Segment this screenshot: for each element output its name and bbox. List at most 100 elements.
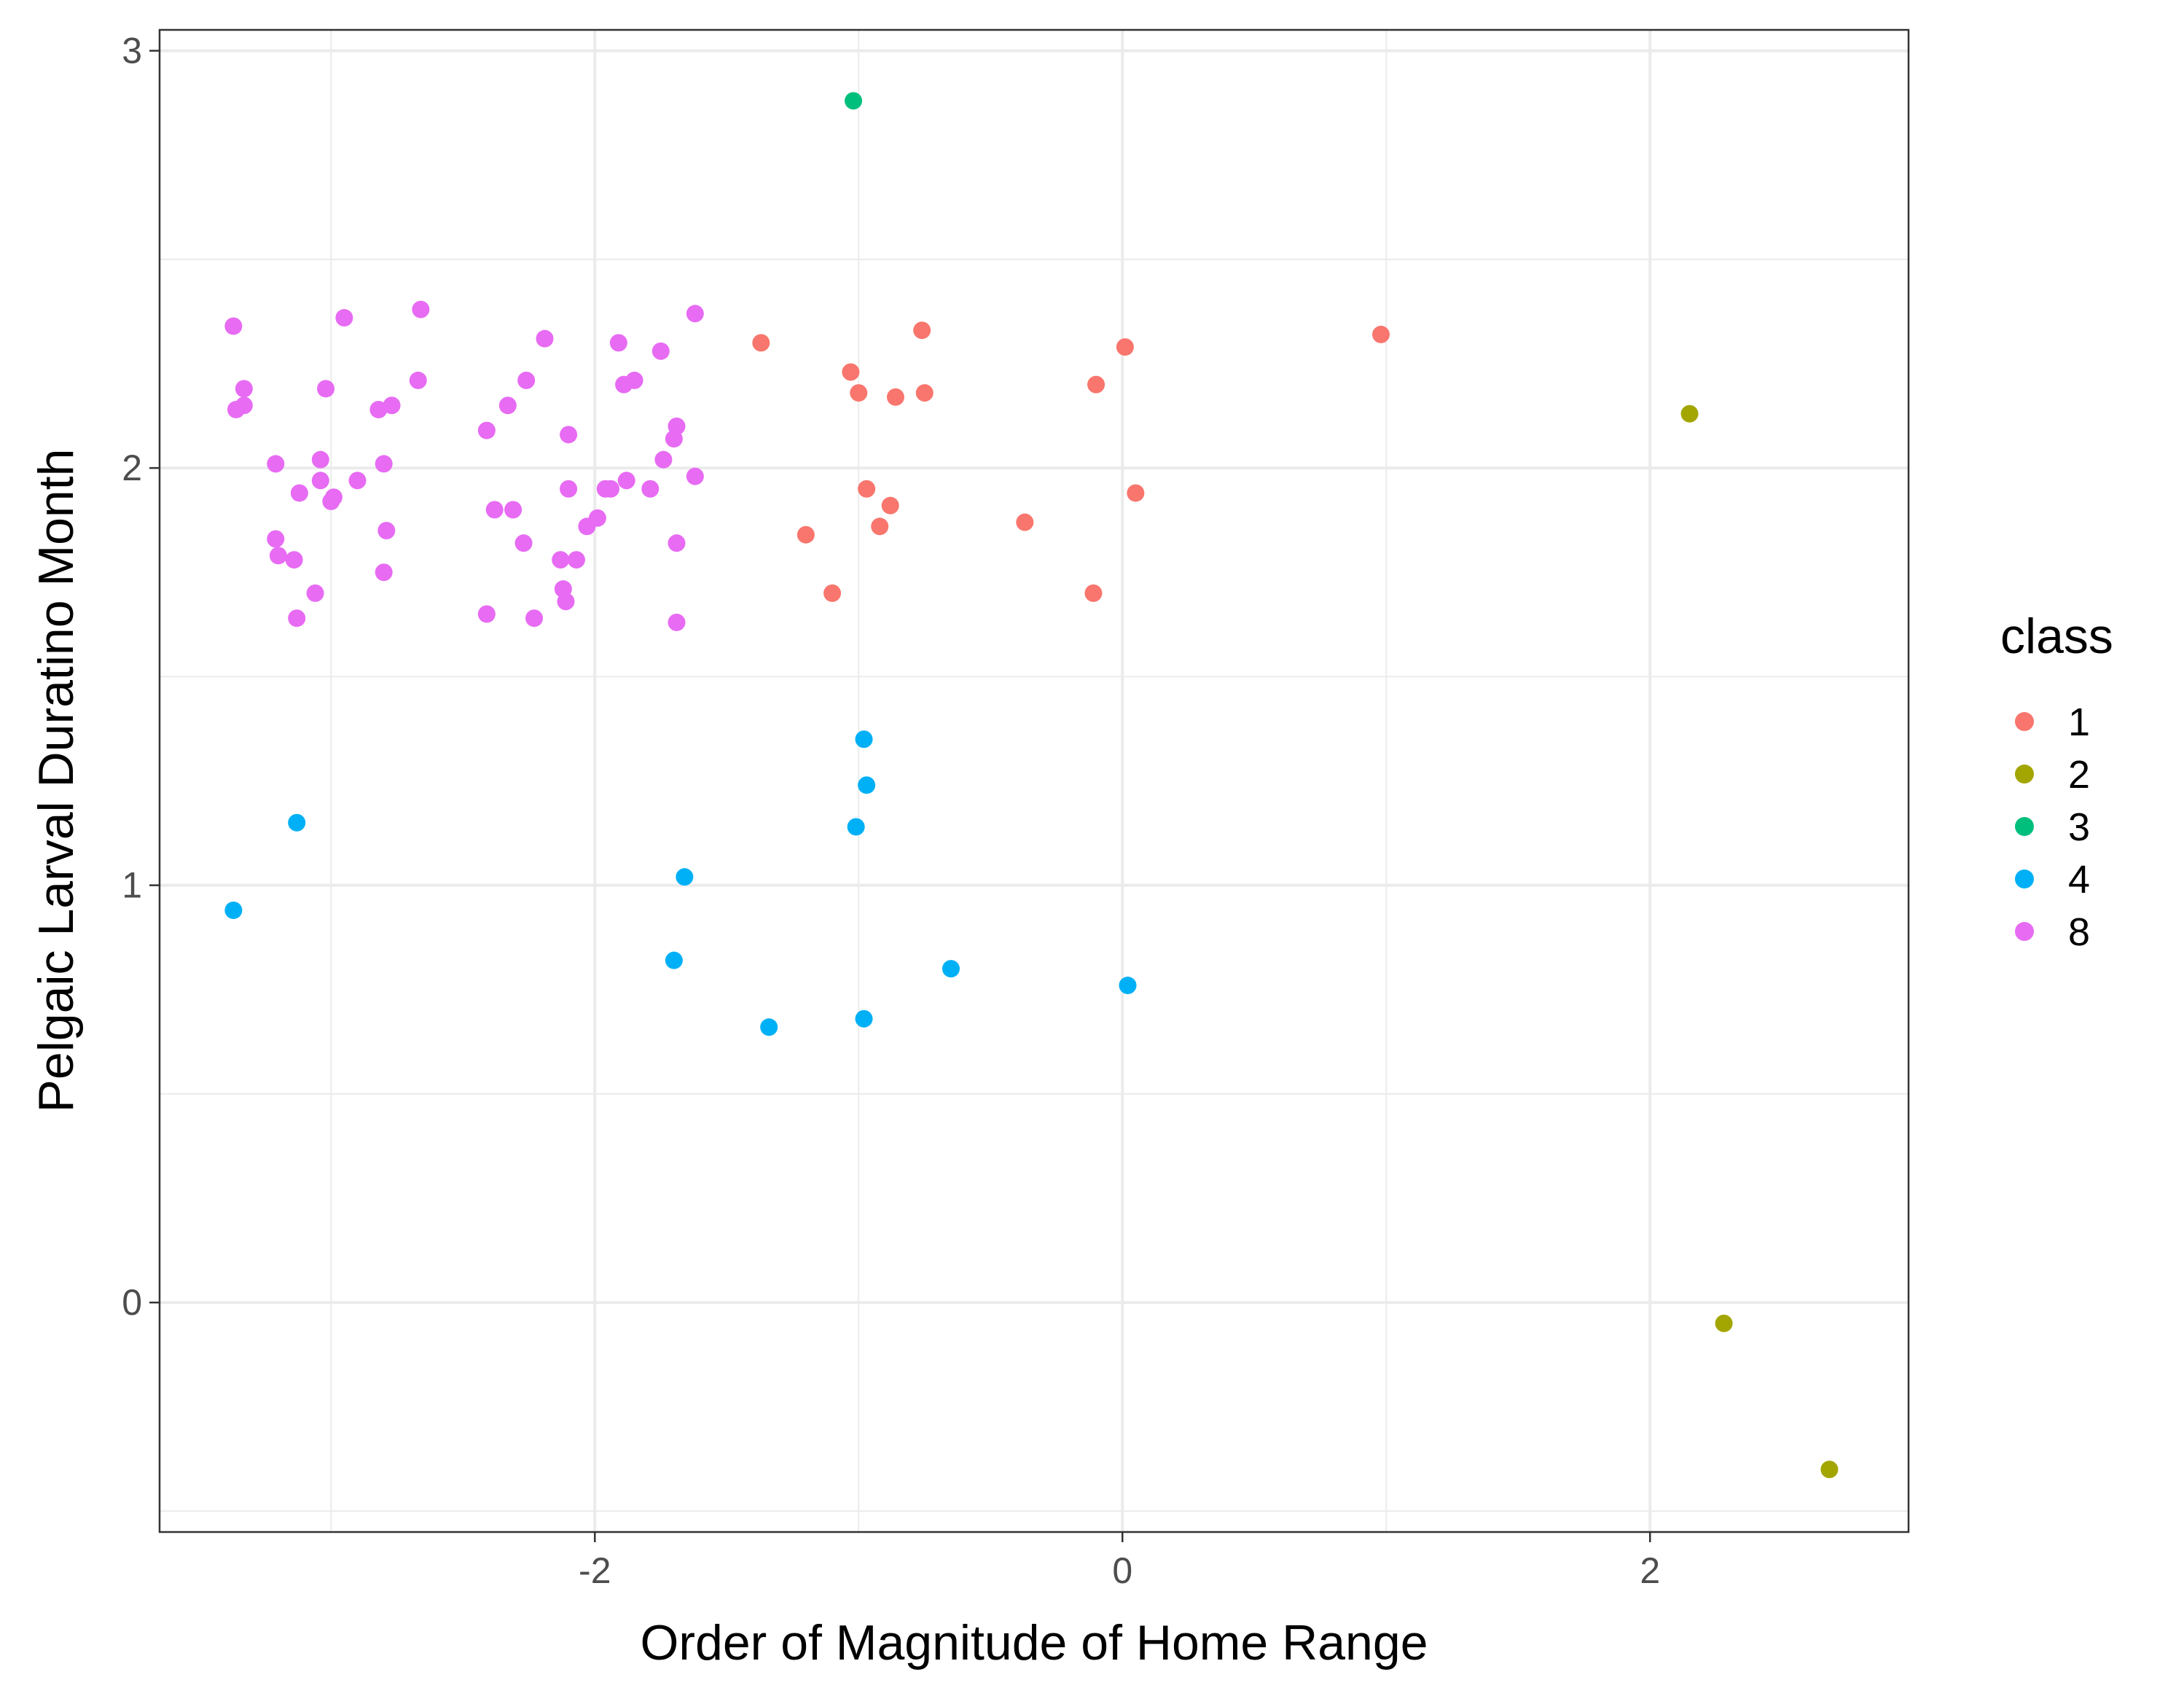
data-point-class-1 [823, 584, 842, 602]
data-point-class-8 [588, 509, 606, 527]
data-point-class-2 [1820, 1461, 1839, 1479]
data-point-class-8 [609, 334, 627, 352]
data-point-class-2 [1680, 405, 1699, 423]
data-point-class-8 [557, 593, 575, 611]
data-point-class-8 [383, 396, 401, 415]
data-point-class-4 [224, 901, 243, 919]
data-point-class-8 [375, 563, 393, 582]
data-point-class-8 [285, 551, 303, 569]
data-point-class-8 [288, 609, 306, 628]
data-point-class-8 [348, 472, 367, 490]
data-point-class-8 [625, 371, 643, 389]
data-point-class-4 [760, 1018, 778, 1036]
data-point-class-1 [850, 384, 868, 402]
data-point-class-8 [517, 371, 536, 389]
x-axis-title: Order of Magnitude of Home Range [640, 1615, 1428, 1670]
data-point-class-1 [1372, 325, 1390, 343]
data-point-class-1 [886, 388, 904, 406]
data-point-class-8 [654, 450, 673, 469]
data-point-class-8 [668, 534, 686, 552]
legend-label-class-1: 1 [2068, 700, 2090, 744]
data-point-class-8 [267, 530, 285, 548]
data-point-class-8 [235, 380, 253, 398]
x-tick-label: -2 [579, 1550, 611, 1591]
legend-key-class-4 [2015, 870, 2034, 888]
data-point-class-1 [1016, 513, 1034, 531]
legend-label-class-4: 4 [2068, 858, 2090, 902]
data-points [224, 92, 1839, 1479]
data-point-class-8 [477, 421, 496, 439]
data-point-class-1 [913, 321, 931, 340]
legend-key-class-1 [2015, 712, 2034, 731]
x-tick-label: 0 [1112, 1550, 1132, 1591]
data-point-class-8 [409, 371, 427, 389]
data-point-class-8 [311, 450, 329, 469]
data-point-class-4 [1119, 977, 1137, 995]
data-point-class-8 [498, 396, 517, 415]
y-tick-label: 3 [122, 31, 142, 71]
data-point-class-4 [855, 1009, 873, 1028]
data-point-class-1 [858, 480, 876, 498]
data-point-class-4 [858, 776, 876, 794]
data-point-class-8 [602, 480, 620, 498]
legend-key-class-3 [2015, 817, 2034, 836]
data-point-class-4 [676, 868, 694, 886]
data-point-class-1 [797, 525, 815, 544]
data-point-class-8 [369, 400, 388, 418]
data-point-class-1 [1116, 338, 1134, 356]
y-tick-label: 0 [122, 1282, 142, 1323]
legend-label-class-3: 3 [2068, 805, 2090, 849]
data-point-class-4 [847, 818, 865, 836]
legend-label-class-8: 8 [2068, 910, 2090, 954]
data-point-class-4 [942, 960, 960, 978]
data-point-class-8 [560, 426, 578, 444]
data-point-class-8 [375, 455, 393, 473]
data-point-class-1 [871, 517, 889, 536]
legend: class 1 2 3 4 8 [2000, 609, 2113, 954]
data-point-class-8 [514, 534, 533, 552]
grid-lines [160, 30, 1909, 1532]
data-point-class-8 [651, 342, 670, 360]
data-point-class-2 [1715, 1314, 1733, 1332]
data-point-class-8 [504, 501, 522, 519]
data-point-class-8 [311, 472, 329, 490]
data-point-class-4 [855, 730, 873, 749]
data-point-class-8 [525, 609, 544, 628]
data-point-class-8 [641, 480, 659, 498]
data-point-class-8 [267, 455, 285, 473]
data-point-class-4 [665, 951, 683, 969]
data-point-class-1 [1084, 584, 1103, 602]
data-point-class-1 [1127, 484, 1145, 502]
y-axis-title: Pelgaic Larval Duratino Month [28, 449, 84, 1113]
y-tick-label: 2 [122, 448, 142, 488]
data-point-class-8 [567, 551, 585, 569]
legend-items: 1 2 3 4 8 [2015, 700, 2090, 954]
data-point-class-8 [306, 584, 324, 602]
data-point-class-8 [686, 305, 704, 323]
legend-label-class-2: 2 [2068, 753, 2090, 797]
data-point-class-8 [227, 400, 245, 418]
data-point-class-8 [668, 417, 686, 435]
data-point-class-8 [317, 380, 335, 398]
data-point-class-8 [377, 522, 396, 539]
x-tick-label: 2 [1640, 1550, 1660, 1591]
data-point-class-8 [477, 605, 496, 623]
data-point-class-8 [224, 317, 243, 335]
data-point-class-8 [335, 309, 353, 327]
data-point-class-8 [686, 467, 704, 485]
data-point-class-8 [617, 472, 635, 490]
data-point-class-1 [842, 363, 860, 381]
data-point-class-8 [322, 492, 340, 510]
data-point-class-1 [752, 334, 770, 352]
data-point-class-4 [288, 813, 306, 832]
plot-panel-border [158, 28, 1910, 1533]
data-point-class-8 [552, 551, 570, 569]
data-point-class-8 [536, 329, 554, 348]
data-point-class-1 [915, 384, 934, 402]
y-tick-label: 1 [122, 865, 142, 906]
data-point-class-8 [485, 501, 504, 519]
data-point-class-8 [290, 484, 308, 502]
legend-title: class [2000, 609, 2113, 664]
